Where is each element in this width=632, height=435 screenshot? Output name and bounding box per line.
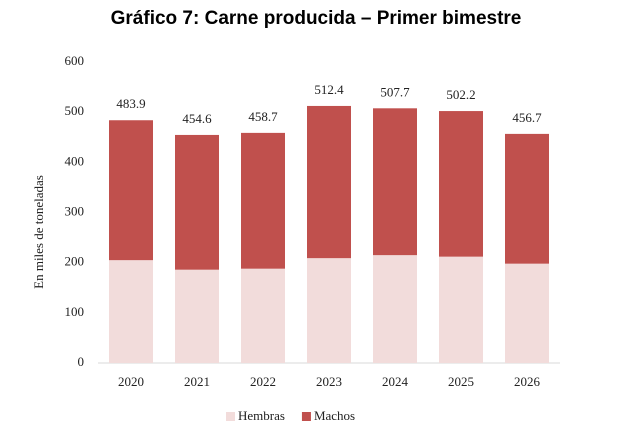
legend-swatch: [301, 412, 311, 421]
bar-segment: [439, 256, 483, 363]
bar-segment: [505, 263, 549, 363]
y-tick-label: 100: [65, 304, 85, 319]
bar-segment: [241, 132, 285, 269]
y-tick-label: 200: [65, 254, 85, 269]
bar-segment: [241, 268, 285, 363]
total-label: 507.7: [380, 84, 410, 99]
y-tick-label: 300: [65, 203, 85, 218]
bar-segment: [505, 133, 549, 264]
bar-segment: [373, 255, 417, 363]
total-label: 456.7: [512, 110, 542, 125]
y-tick-label: 0: [78, 354, 85, 369]
chart-title: Gráfico 7: Carne producida – Primer bime…: [111, 8, 522, 29]
y-tick-label: 600: [65, 53, 85, 68]
total-label: 502.2: [446, 87, 475, 102]
bar-segment: [373, 108, 417, 256]
y-tick-label: 500: [65, 103, 85, 118]
x-tick-label: 2026: [514, 374, 541, 389]
x-tick-label: 2021: [184, 374, 210, 389]
legend-label: Machos: [314, 408, 355, 423]
x-tick-label: 2024: [382, 374, 409, 389]
bar-segment: [307, 258, 351, 363]
total-label: 454.6: [182, 111, 212, 126]
x-tick-label: 2020: [118, 374, 144, 389]
legend-swatch: [226, 412, 235, 421]
bar-segment: [439, 111, 483, 257]
y-tick-label: 400: [65, 153, 85, 168]
x-tick-label: 2022: [250, 374, 276, 389]
bar-segment: [109, 260, 153, 363]
bar-segment: [109, 120, 153, 261]
legend-label: Hembras: [238, 408, 285, 423]
bar-segment: [307, 105, 351, 259]
y-axis-label: En miles de toneladas: [31, 175, 46, 289]
total-label: 458.7: [248, 109, 278, 124]
bar-segment: [175, 134, 219, 270]
x-tick-label: 2025: [448, 374, 474, 389]
x-tick-label: 2023: [316, 374, 342, 389]
total-label: 483.9: [116, 96, 145, 111]
bar-segment: [175, 269, 219, 363]
total-label: 512.4: [314, 82, 344, 97]
